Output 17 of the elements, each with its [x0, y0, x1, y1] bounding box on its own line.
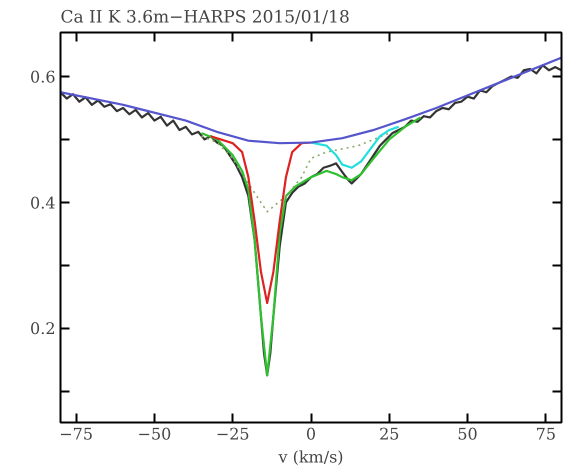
x-axis-title: v (km/s): [277, 448, 344, 466]
y-tick-label: 0.6: [30, 68, 56, 87]
chart-title: Ca II K 3.6m−HARPS 2015/01/18: [60, 8, 350, 28]
line-series: [210, 135, 312, 304]
y-tick-label: 0.4: [30, 193, 56, 212]
line-series: [200, 116, 422, 376]
x-tick-label: −75: [59, 424, 94, 444]
x-tick-label: 50: [457, 424, 478, 444]
x-tick-label: 75: [536, 424, 556, 444]
x-tick-label: −50: [138, 424, 172, 444]
y-tick-label: 0.2: [30, 319, 56, 338]
line-series: [200, 132, 390, 213]
x-tick-label: 25: [379, 424, 400, 444]
x-tick-label: −25: [216, 424, 250, 444]
line-series: [310, 126, 400, 169]
x-tick-label: 0: [306, 424, 316, 444]
line-series: [60, 56, 562, 144]
